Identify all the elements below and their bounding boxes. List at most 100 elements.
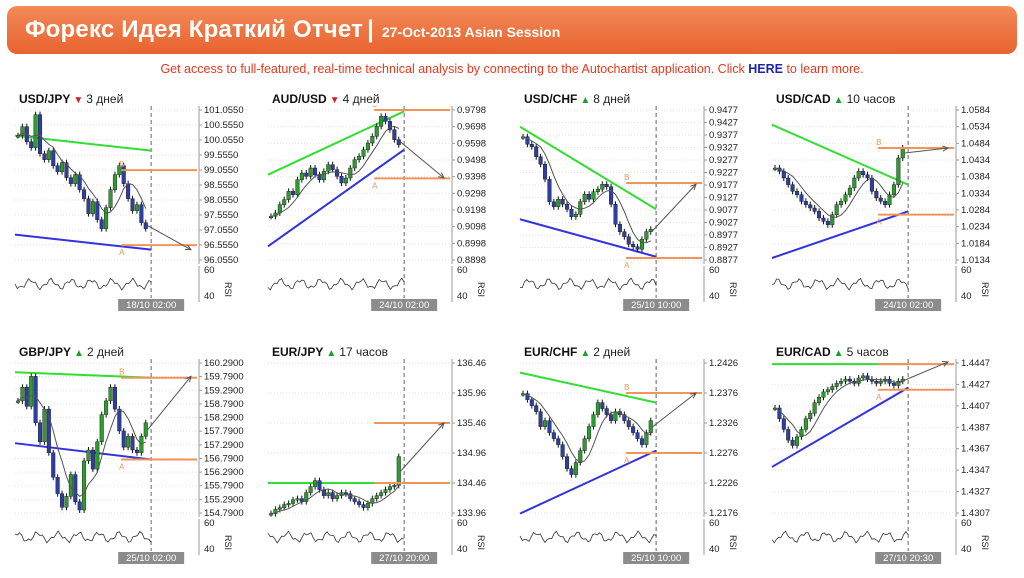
price-tick-label: 99.0550 [204,165,238,176]
rsi-tick-label: 60 [204,265,215,276]
currency-pair: EUR/JPY [272,345,324,359]
candle [286,191,291,200]
candle [313,167,318,175]
support-trendline [14,442,152,461]
candle [42,408,47,443]
candle [308,486,313,493]
price-tick-label: 1.0484 [961,138,990,149]
panel-title: GBP/JPY ▲ 2 дней [19,345,124,359]
candle [143,422,148,437]
pattern-duration: 10 часов [846,92,896,106]
candle [86,198,91,214]
chart-panel-eur-chf[interactable]: EUR/CHF ▲ 2 дней 1.2426 1.2376 1.2326 1.2276 1.… [512,345,752,567]
price-chart: 0.9798 0.9698 0.9598 0.9498 0.9398 0.9298 0.91… [267,106,486,311]
candle [361,504,366,508]
pattern-duration: 17 часов [339,345,389,359]
chart-panel-usd-cad[interactable]: USD/CAD ▲ 10 часов 1.0584 1.0534 1.0484 1.0434… [764,92,1004,314]
price-tick-label: 0.9327 [709,143,738,154]
candle [896,381,901,386]
candle [595,189,600,192]
candle [55,477,60,494]
candle [282,504,287,508]
candle [582,194,587,202]
candle [839,201,844,205]
price-tick-label: 1.4387 [961,422,990,433]
projection-arrow [904,361,949,381]
chart-panel-gbp-jpy[interactable]: GBP/JPY ▲ 2 дней 160.2900 159.7900 159.2900 15… [7,345,247,567]
level-b-label: B [372,106,377,109]
candle [808,413,813,419]
candle [104,400,109,415]
chart-panel-usd-jpy[interactable]: USD/JPY ▼ 3 дней 101.0550 100.5550 100.0550 99… [7,92,247,314]
rsi-axis-label: RSI [728,282,738,297]
chart-panel-aud-usd[interactable]: AUD/USD ▼ 4 дней 0.9798 0.9698 0.9598 0.9498 0.… [260,92,500,314]
projection-arrow [652,183,697,231]
price-tick-label: 1.2426 [709,359,738,369]
arrow-up-icon: ▲ [833,348,844,359]
rsi-tick-label: 40 [709,291,720,302]
candle [379,116,384,127]
price-tick-label: 158.2900 [204,413,244,424]
candle [308,167,313,177]
candle [374,126,379,137]
candle [82,460,87,511]
pattern-duration: 2 дней [86,345,124,359]
candle [830,386,835,390]
candle [282,199,287,205]
projection-arrow [652,392,697,427]
candle [374,495,379,499]
candle [817,397,822,403]
price-tick-label: 1.0134 [961,255,990,266]
candle [786,429,791,441]
price-tick-label: 1.0284 [961,205,990,216]
chart-panel-eur-jpy[interactable]: EUR/JPY ▲ 17 часов 136.46 135.96 135.46 134.96… [260,345,500,567]
chart-panel-eur-cad[interactable]: EUR/CAD ▲ 5 часов 1.4447 1.4427 1.4407 1.4387 1… [764,345,1004,567]
price-tick-label: 0.9798 [457,106,486,116]
candle [644,231,649,240]
candle [786,177,791,185]
chart-panel-usd-chf[interactable]: USD/CHF ▲ 8 дней 0.9477 0.9427 0.9377 0.9327 0.… [512,92,752,314]
price-tick-label: 0.9377 [709,130,738,141]
candle [560,444,565,457]
rsi-tick-label: 40 [204,544,215,555]
candle [865,174,870,179]
candle [781,171,786,179]
candle [834,204,839,215]
candle [543,164,548,180]
rsi-line [267,277,405,291]
rsi-tick-label: 60 [457,518,468,529]
promo-text-after: to learn more. [782,62,864,76]
moving-average-line [522,393,651,463]
rsi-line [14,277,152,291]
candle [878,197,883,202]
candle [33,114,38,148]
candle [839,381,844,384]
candle [529,144,534,147]
price-tick-label: 100.5550 [204,120,244,131]
here-link[interactable]: HERE [748,62,783,76]
candle [383,489,388,493]
candle [90,201,95,214]
candle [383,116,388,122]
candle [117,165,122,175]
candle [121,430,126,448]
currency-pair: USD/JPY [19,92,71,106]
date-label: 25/10 02:00 [126,553,176,564]
date-badge [371,299,438,311]
candle [20,126,25,136]
rsi-tick-label: 60 [457,265,468,276]
candle [595,402,600,415]
arrow-down-icon: ▼ [73,95,84,106]
candle [51,452,56,478]
candle [547,179,552,202]
candle [64,496,69,508]
price-tick-label: 156.2900 [204,467,244,478]
price-tick-label: 0.9498 [457,155,486,166]
candle [82,189,87,199]
support-trendline [519,218,657,258]
price-chart: 101.0550 100.5550 100.0550 99.5550 99.0550 98… [14,106,244,311]
candle [852,177,857,189]
price-chart: 160.2900 159.7900 159.2900 158.7900 158.2900… [14,359,244,564]
candle [291,191,296,195]
candle [365,142,370,150]
